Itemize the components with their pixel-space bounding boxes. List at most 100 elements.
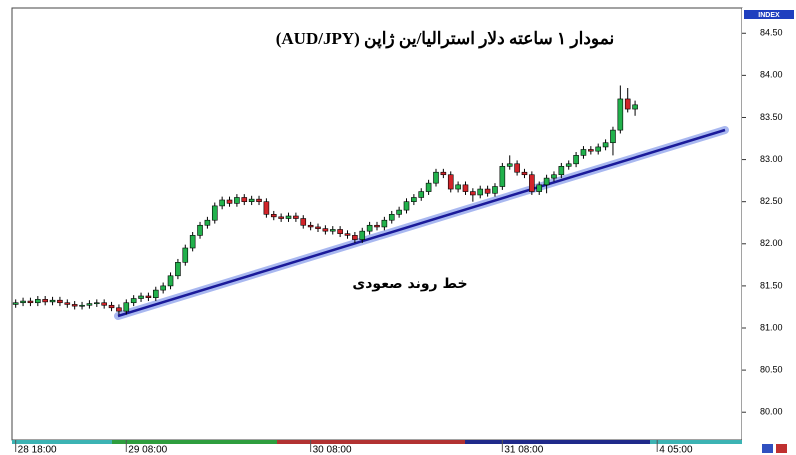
candle-body: [138, 295, 144, 299]
candle-body: [499, 166, 506, 187]
y-tick-label: 80.00: [760, 407, 783, 417]
candle-body: [447, 174, 454, 190]
close-button[interactable]: [776, 444, 787, 453]
y-tick-label: 83.00: [760, 154, 783, 164]
price-axis: [742, 8, 796, 455]
candle-body: [160, 285, 166, 291]
session-bar: [650, 440, 742, 444]
candle-body: [315, 226, 321, 229]
candle-body: [617, 98, 624, 131]
x-tick-label: 31 08:00: [504, 445, 543, 455]
candle-body: [580, 149, 587, 156]
candle-body: [20, 300, 26, 304]
candle-body: [116, 307, 122, 312]
candle-body: [624, 98, 631, 110]
candle-body: [123, 302, 130, 312]
candle-body: [285, 215, 292, 219]
candle-body: [57, 299, 63, 304]
candle-body: [167, 275, 174, 287]
x-tick-label: 29 08:00: [128, 445, 167, 455]
candle-body: [42, 299, 48, 303]
candle-body: [462, 184, 469, 192]
candle-body: [234, 197, 240, 204]
y-tick-label: 81.00: [760, 322, 783, 332]
candle-body: [381, 219, 388, 228]
y-tick-label: 83.50: [760, 112, 783, 122]
candle-body: [189, 235, 196, 249]
x-tick-label: 4 05:00: [659, 445, 693, 455]
candle-body: [411, 197, 417, 202]
candle-body: [521, 171, 528, 176]
candle-body: [396, 209, 402, 215]
candle-body: [71, 304, 78, 307]
candle-body: [403, 201, 410, 211]
candle-body: [543, 177, 550, 186]
candle-body: [263, 201, 270, 215]
candle-body: [241, 197, 248, 202]
candle-body: [484, 188, 491, 194]
candle-body: [565, 163, 572, 167]
candle-body: [219, 199, 225, 207]
y-tick-label: 82.50: [760, 196, 783, 206]
x-tick-label: 30 08:00: [313, 445, 352, 455]
candle-body: [374, 224, 380, 228]
candle-body: [337, 229, 343, 234]
candle-body: [256, 198, 262, 202]
candle-body: [595, 146, 602, 152]
candle-body: [455, 184, 461, 190]
candle-body: [278, 216, 284, 219]
candle-body: [440, 171, 447, 176]
candle-body: [573, 155, 579, 165]
candle-body: [359, 230, 366, 240]
candle-body: [300, 218, 307, 226]
candle-body: [152, 289, 159, 298]
candle-body: [101, 302, 107, 306]
candle-body: [49, 299, 56, 303]
candle-body: [344, 233, 351, 236]
candle-body: [270, 214, 277, 218]
y-tick-label: 84.00: [760, 70, 783, 80]
candle-body: [352, 235, 358, 240]
x-tick-label: 28 18:00: [18, 445, 57, 455]
candle-body: [93, 302, 100, 305]
candle-body: [182, 247, 189, 263]
candle-body: [12, 302, 19, 305]
candle-body: [632, 104, 638, 110]
candle-body: [514, 163, 520, 173]
candle-body: [477, 188, 484, 196]
candle-body: [610, 129, 616, 144]
candle-body: [558, 166, 565, 176]
candle-body: [211, 205, 218, 221]
candle-body: [35, 299, 41, 304]
candle-body: [506, 163, 513, 167]
candle-body: [433, 171, 439, 184]
candle-body: [588, 149, 594, 152]
candle-body: [425, 182, 432, 192]
candle-body: [366, 224, 373, 232]
index-badge-label: INDEX: [758, 12, 780, 19]
session-bar: [465, 440, 650, 444]
candle-body: [293, 215, 299, 219]
candle-body: [79, 304, 85, 307]
candle-body: [248, 198, 255, 202]
session-bar: [277, 440, 465, 444]
session-bar: [12, 440, 112, 444]
zoom-button[interactable]: [762, 444, 773, 453]
candle-body: [108, 304, 115, 309]
annotation: خط روند صعودی: [352, 276, 467, 292]
candle-body: [602, 142, 609, 148]
candle-body: [307, 224, 314, 228]
candle-body: [27, 300, 34, 304]
candle-body: [529, 174, 535, 192]
candle-body: [197, 224, 203, 236]
y-tick-label: 84.50: [760, 28, 783, 38]
candle-body: [388, 214, 395, 221]
candle-body: [145, 295, 152, 298]
y-tick-label: 81.50: [760, 280, 783, 290]
candle-body: [551, 174, 557, 179]
candle-body: [130, 298, 137, 304]
candle-body: [86, 303, 93, 306]
session-bar: [112, 440, 277, 444]
index-badge: [744, 10, 794, 19]
